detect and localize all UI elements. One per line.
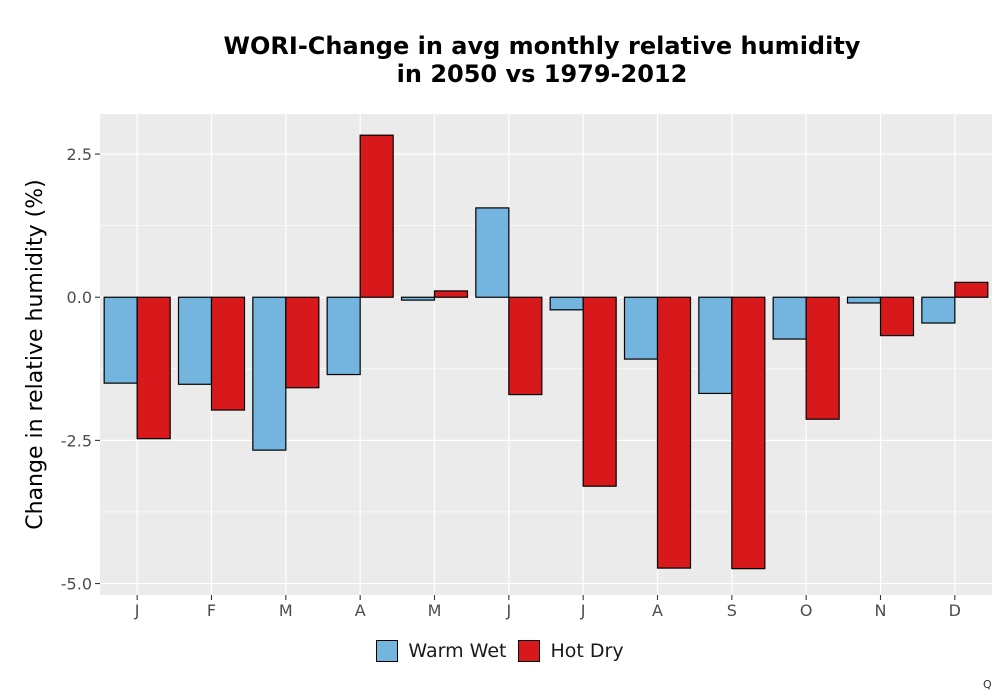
bar-hot-dry (508, 296, 543, 396)
x-tick-label: M (428, 601, 442, 620)
bar-chart: -5.0 -2.5 0.0 2.5 J F M A M J J A S O N D Change in rela… (23, 114, 992, 620)
legend-swatch-hot-dry (518, 640, 541, 662)
bar-hot-dry (136, 296, 171, 440)
bar-warm-wet (549, 296, 584, 311)
bar-warm-wet (475, 207, 510, 298)
plot-panel (100, 114, 992, 595)
x-tick-label: A (355, 601, 366, 620)
bar-warm-wet (252, 296, 287, 451)
legend-item-hot-dry: Hot Dry (518, 640, 624, 662)
y-tick-label: -5.0 (61, 575, 92, 594)
legend-swatch-warm-wet (376, 640, 399, 662)
x-tick-label: D (949, 601, 961, 620)
x-tick-label: J (505, 601, 511, 620)
chart-title-line-2: in 2050 vs 1979-2012 (396, 60, 688, 88)
bar-warm-wet (177, 296, 213, 385)
bar-warm-wet (772, 296, 807, 340)
bar-warm-wet (846, 296, 882, 304)
bar-hot-dry (433, 290, 469, 298)
bar-hot-dry (879, 296, 915, 337)
y-axis-label: Change in relative humidity (%) (23, 179, 48, 529)
legend-label-warm-wet: Warm Wet (408, 640, 507, 662)
y-tick-label: -2.5 (61, 431, 92, 450)
bar-warm-wet (623, 296, 659, 360)
bar-hot-dry (656, 296, 692, 569)
x-tick-label: F (207, 601, 216, 620)
bar-warm-wet (400, 296, 436, 301)
x-tick-label: J (134, 601, 140, 620)
legend: Warm Wet Hot Dry (0, 640, 1000, 662)
chart-title-line-1: WORI-Change in avg monthly relative humi… (223, 32, 861, 60)
x-tick-label: J (580, 601, 586, 620)
x-tick-label: A (652, 601, 663, 620)
bar-hot-dry (805, 296, 840, 420)
bar-hot-dry (954, 281, 989, 298)
chart-title: WORI-Change in avg monthly relative humi… (100, 32, 984, 88)
x-tick-label: M (279, 601, 293, 620)
bar-warm-wet (698, 296, 733, 395)
y-tick-label: 0.0 (67, 288, 92, 307)
bar-warm-wet (921, 296, 956, 324)
bar-hot-dry (359, 134, 394, 298)
x-tick-label: S (727, 601, 737, 620)
y-tick-label: 2.5 (67, 145, 92, 164)
legend-label-hot-dry: Hot Dry (550, 640, 624, 662)
bar-hot-dry (582, 296, 617, 487)
corner-mark: Q (983, 678, 992, 691)
bar-hot-dry (210, 296, 246, 411)
x-tick-label: O (800, 601, 813, 620)
legend-item-warm-wet: Warm Wet (376, 640, 506, 662)
bar-warm-wet (326, 296, 361, 376)
bar-hot-dry (285, 296, 320, 389)
bar-warm-wet (103, 296, 138, 384)
x-tick-label: N (875, 601, 887, 620)
bar-hot-dry (731, 296, 766, 570)
